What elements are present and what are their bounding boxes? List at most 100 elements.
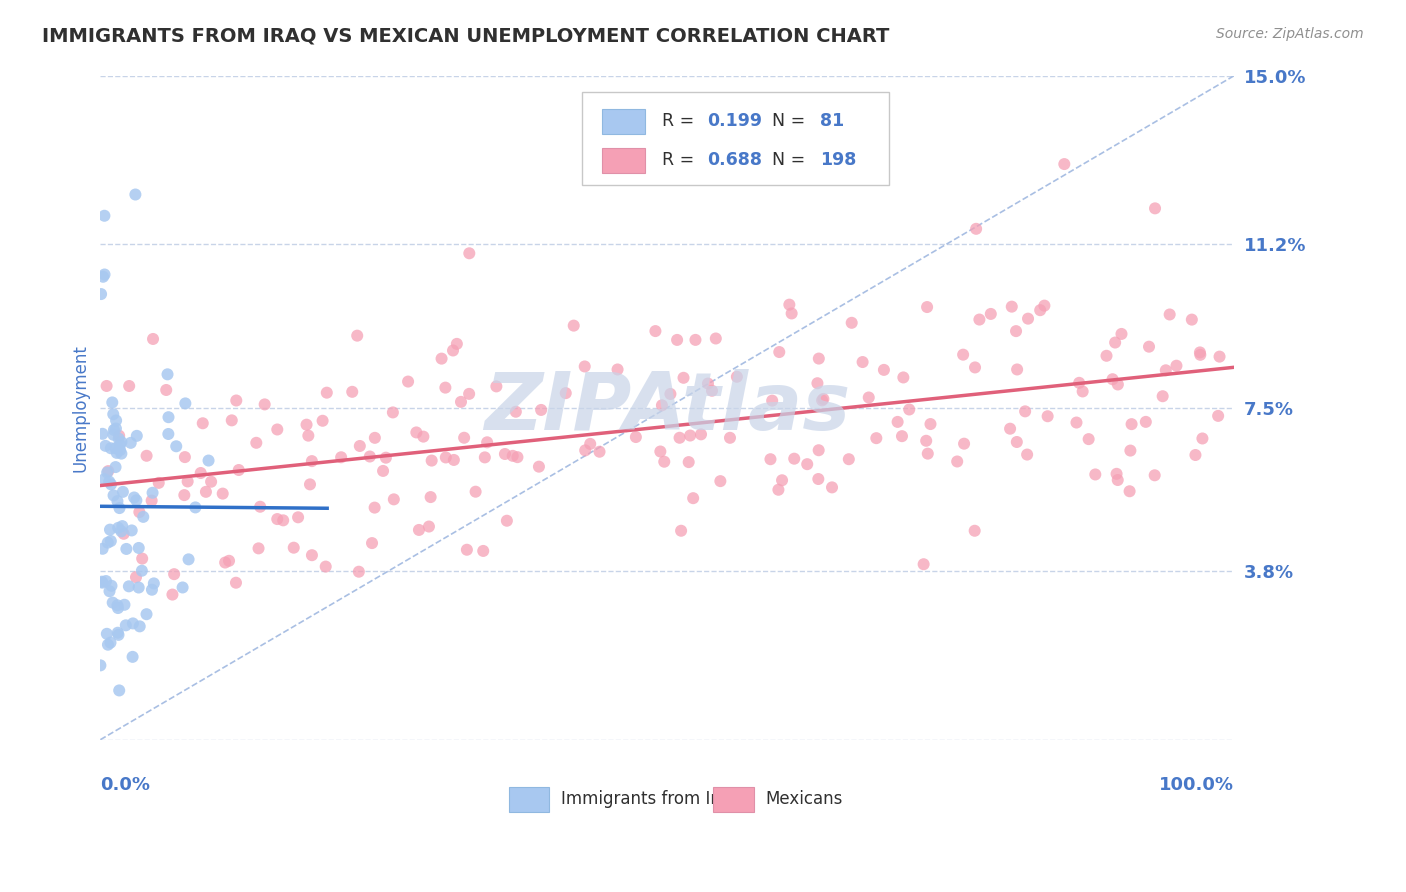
Point (346, 328, 368, 343)
Point (813, 392, 835, 406)
Point (104, 441, 127, 455)
Point (132, 509, 155, 524)
Bar (713, 787, 754, 812)
Point (135, 449, 157, 463)
Point (838, 452, 860, 467)
Point (190, 466, 212, 480)
Point (554, 386, 576, 401)
Point (311, 414, 333, 428)
Point (141, 582, 163, 597)
Point (225, 575, 247, 590)
Point (396, 375, 419, 389)
Point (194, 484, 217, 499)
Point (718, 431, 741, 445)
Point (679, 428, 702, 442)
Point (446, 337, 468, 351)
Point (915, 434, 938, 448)
Point (506, 450, 529, 465)
Point (162, 588, 184, 602)
Point (441, 343, 464, 358)
Point (574, 359, 596, 374)
Point (155, 383, 177, 397)
Point (505, 405, 527, 419)
Point (100, 534, 122, 549)
Point (93, 209, 115, 223)
Point (93, 472, 115, 486)
Point (1144, 202, 1167, 216)
Point (502, 449, 524, 463)
Point (1181, 312, 1204, 326)
Point (761, 393, 783, 408)
Text: Mexicans: Mexicans (765, 790, 842, 808)
Point (1077, 432, 1099, 446)
Point (408, 523, 430, 537)
Point (110, 447, 132, 461)
Point (472, 544, 495, 558)
Point (458, 387, 481, 401)
Point (200, 475, 222, 489)
Point (434, 381, 457, 395)
Point (295, 417, 318, 432)
Point (1184, 448, 1206, 462)
Point (363, 500, 385, 515)
Point (91, 575, 114, 590)
Point (659, 387, 682, 401)
Point (450, 395, 472, 409)
Point (873, 363, 896, 377)
Point (128, 541, 150, 555)
Point (666, 333, 689, 347)
Point (579, 437, 602, 451)
Point (100, 477, 122, 491)
Point (315, 385, 337, 400)
Point (107, 628, 129, 642)
Point (101, 395, 124, 409)
Point (494, 447, 516, 461)
Point (121, 524, 143, 538)
Text: N =: N = (772, 112, 810, 130)
Point (953, 436, 976, 450)
Point (1105, 467, 1128, 481)
Point (430, 351, 453, 366)
Point (453, 431, 475, 445)
Text: Source: ZipAtlas.com: Source: ZipAtlas.com (1216, 27, 1364, 41)
Point (107, 599, 129, 613)
Point (651, 398, 673, 412)
Point (128, 505, 150, 519)
Point (796, 457, 818, 471)
Point (685, 333, 707, 347)
Point (700, 384, 723, 398)
Point (315, 559, 337, 574)
Point (1095, 349, 1118, 363)
Point (1104, 335, 1126, 350)
Point (104, 421, 127, 435)
Point (382, 492, 405, 507)
Point (821, 480, 844, 494)
Point (103, 407, 125, 421)
Point (142, 332, 165, 346)
Point (96, 379, 118, 393)
Point (121, 649, 143, 664)
Point (898, 402, 921, 417)
Point (381, 405, 404, 419)
Point (131, 551, 153, 566)
Point (891, 370, 914, 384)
Point (912, 558, 935, 572)
Point (157, 410, 180, 425)
Point (364, 431, 387, 445)
Point (301, 548, 323, 562)
Point (225, 393, 247, 408)
Point (690, 427, 713, 442)
Point (90, 287, 112, 301)
Point (1143, 468, 1166, 483)
Point (886, 415, 908, 429)
Point (287, 510, 309, 524)
Point (101, 596, 124, 610)
Point (920, 417, 942, 431)
Point (112, 526, 135, 541)
Point (852, 355, 875, 369)
Point (963, 360, 986, 375)
Point (1189, 348, 1212, 362)
Point (1071, 384, 1094, 399)
Point (172, 581, 194, 595)
Point (103, 427, 125, 442)
